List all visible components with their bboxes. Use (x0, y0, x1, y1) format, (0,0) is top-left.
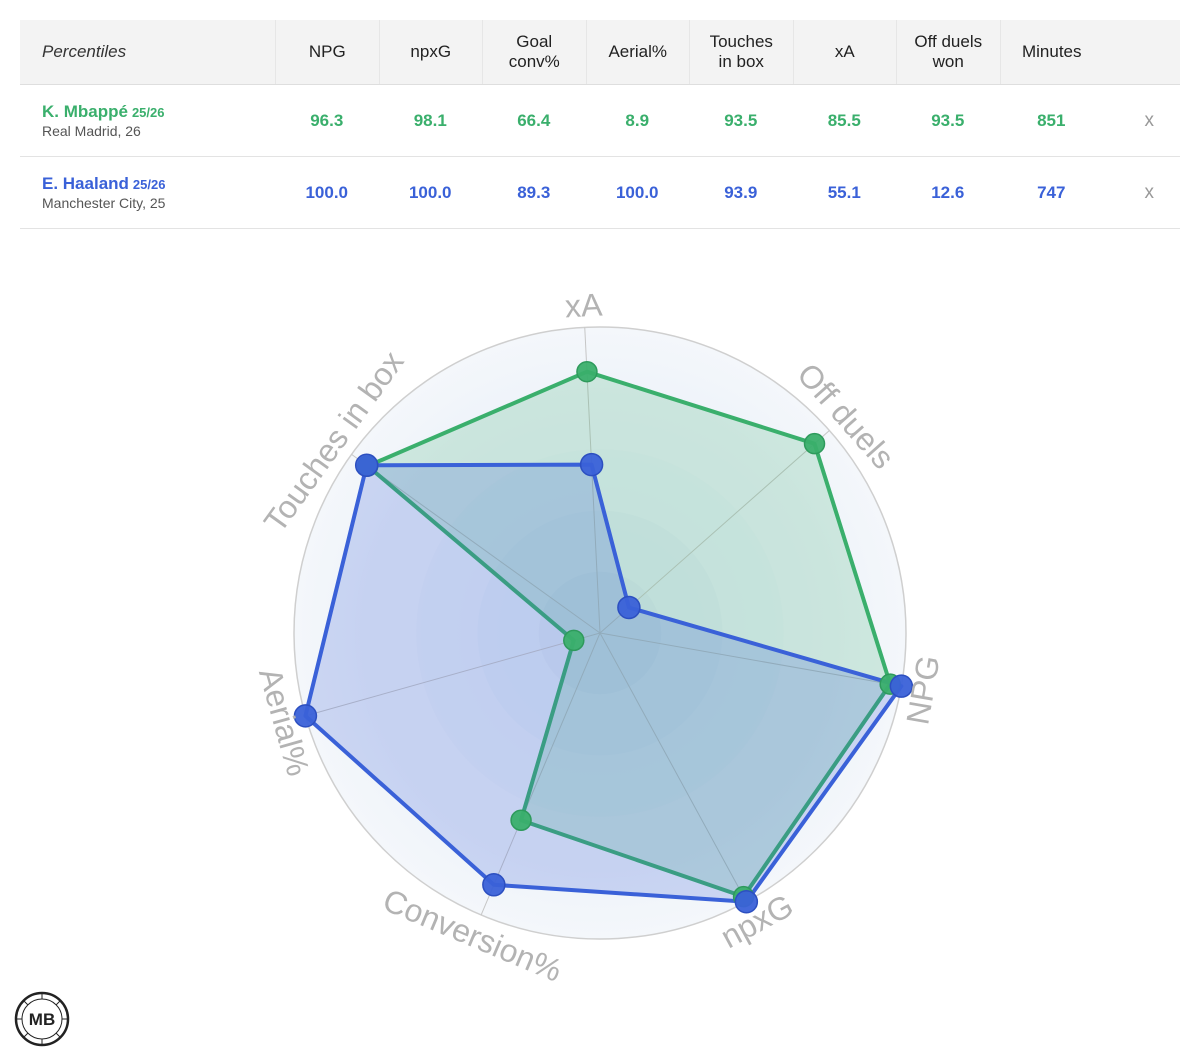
series-point (482, 873, 506, 897)
value-minutes: 851 (1037, 110, 1066, 130)
radar-spoke (480, 632, 601, 916)
player-season: 25/26 (132, 177, 166, 192)
col-xa: xA (792, 20, 897, 84)
player-row-haaland: E. Haaland 25/26 Manchester City, 25 100.… (20, 157, 1180, 229)
value-touches-in-box: 93.9 (724, 182, 758, 202)
series-point (617, 595, 641, 620)
series-area (303, 462, 904, 904)
header-label: Percentiles (42, 42, 127, 61)
logo-text: MB (29, 1010, 55, 1029)
radar-spoke (599, 632, 902, 687)
series-point (563, 629, 585, 652)
radar-grid (293, 326, 907, 940)
player-team: Real Madrid, 26 (42, 123, 141, 139)
series-point (579, 452, 604, 477)
series-point (293, 704, 318, 728)
player-name[interactable]: E. Haaland (42, 174, 129, 193)
col-minutes: Minutes (999, 20, 1104, 84)
player-name[interactable]: K. Mbappé (42, 102, 128, 121)
value-aerial: 100.0 (615, 182, 659, 202)
radar-spoke (599, 632, 747, 902)
col-npg: NPG (275, 20, 379, 84)
value-off-duels-won: 93.5 (931, 110, 965, 130)
value-minutes: 747 (1037, 182, 1066, 202)
value-aerial: 8.9 (625, 110, 650, 130)
series-point (354, 453, 379, 478)
radar-spoke (599, 430, 830, 634)
value-off-duels-won: 12.6 (931, 182, 965, 202)
value-npg: 96.3 (310, 110, 344, 130)
radar-axis-label: NPG (899, 653, 946, 728)
col-off-duels-won: Off duels won (896, 20, 1000, 84)
value-npxg: 100.0 (408, 182, 452, 202)
percentiles-table: Percentiles NPG npxG Goal conv% Aerial% … (20, 20, 1180, 229)
radar-outer-ring (293, 326, 907, 940)
series-point (510, 809, 532, 831)
player-row-mbappe: K. Mbappé 25/26 Real Madrid, 26 96.3 98.1… (20, 85, 1180, 157)
value-goal-conv: 66.4 (517, 110, 551, 130)
remove-player-button[interactable]: x (1144, 181, 1155, 203)
radar-spoke (351, 453, 601, 634)
series-area (365, 369, 893, 899)
col-npxg: npxG (378, 20, 483, 84)
value-npxg: 98.1 (413, 110, 447, 130)
radar-axis-label: xA (564, 286, 604, 324)
col-goal-conv: Goal conv% (482, 20, 586, 84)
mb-logo: MB (14, 991, 70, 1047)
series-point (734, 889, 759, 914)
series-point (803, 432, 826, 455)
series-point (889, 674, 914, 698)
value-touches-in-box: 93.5 (724, 110, 758, 130)
value-xa: 55.1 (827, 182, 861, 202)
value-xa: 85.5 (827, 110, 861, 130)
radar-series (293, 360, 914, 914)
player-season: 25/26 (131, 105, 165, 120)
col-touches-in-box: Touches in box (689, 20, 793, 84)
radar-spoke (305, 632, 601, 717)
value-goal-conv: 89.3 (517, 182, 551, 202)
remove-player-button[interactable]: x (1144, 109, 1155, 131)
series-point (576, 360, 598, 383)
player-team: Manchester City, 25 (42, 195, 166, 211)
table-header: Percentiles NPG npxG Goal conv% Aerial% … (20, 20, 1180, 85)
col-aerial: Aerial% (585, 20, 690, 84)
value-npg: 100.0 (305, 182, 349, 202)
